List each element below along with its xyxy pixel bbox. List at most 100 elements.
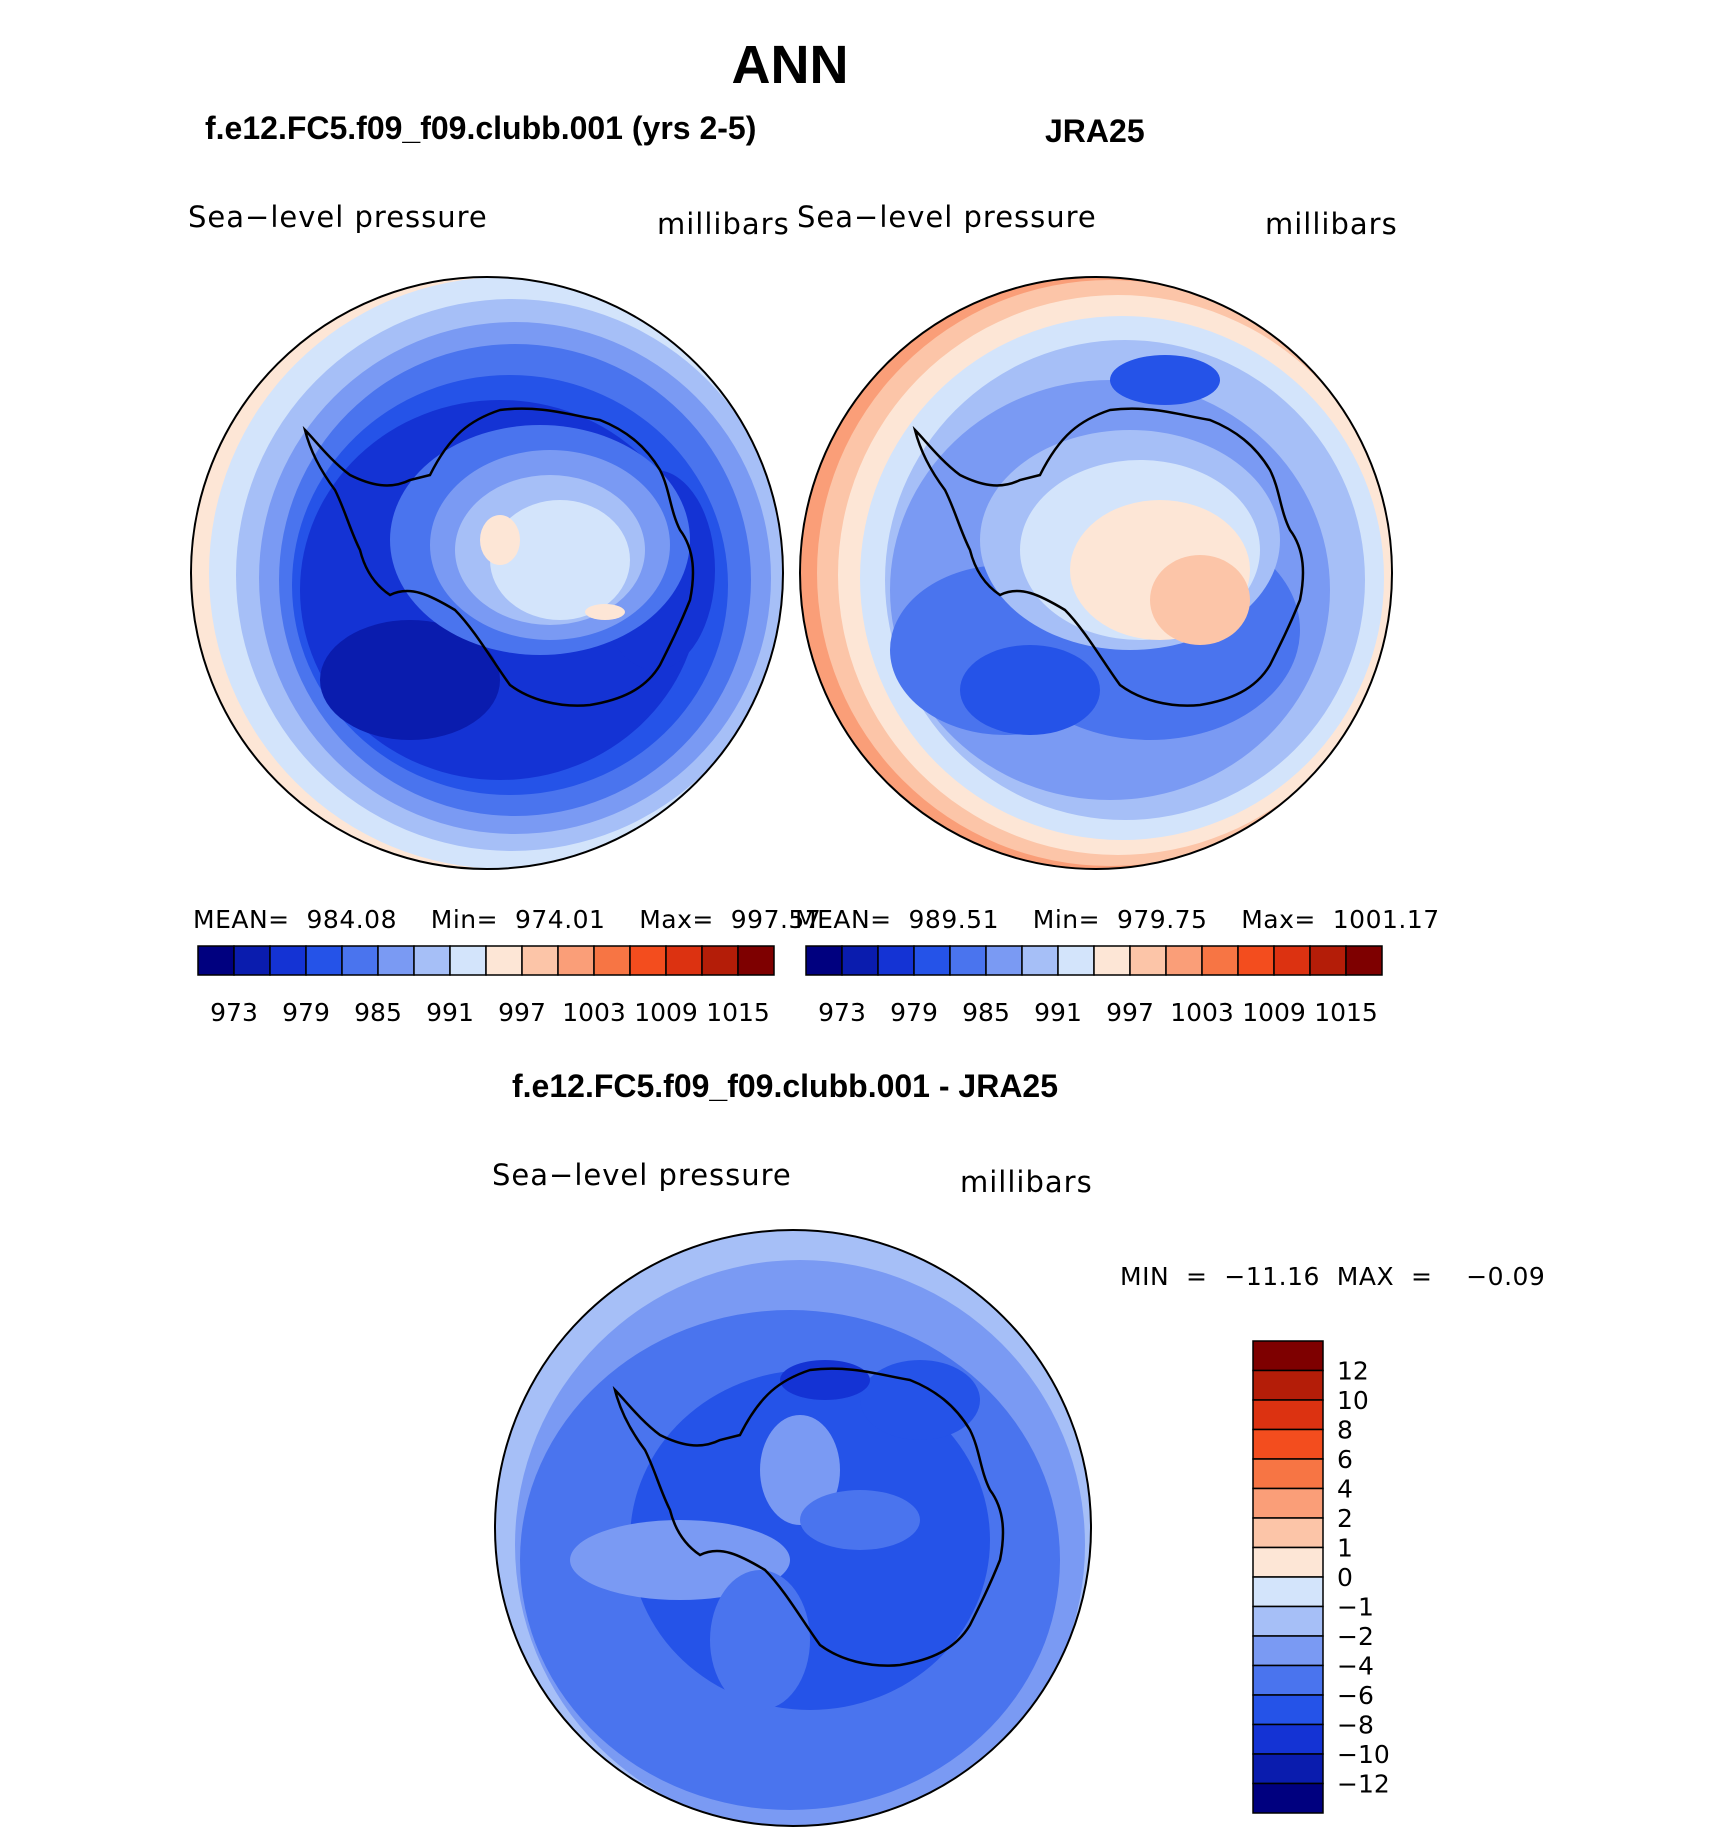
colorbar-diff-swatch [1252, 1635, 1324, 1667]
colorbar-diff-tick-label: −6 [1337, 1681, 1374, 1710]
map-panel-diff-border [494, 1229, 1092, 1827]
colorbar-1-swatch [701, 945, 739, 976]
colorbar-1-tick-label: 1015 [706, 998, 770, 1027]
panel-2-units-label: millibars [1265, 207, 1398, 241]
colorbar-2-swatch [1345, 945, 1383, 976]
colorbar-1-swatch [485, 945, 523, 976]
colorbar-1-swatch [341, 945, 379, 976]
colorbar-diff-swatch [1252, 1369, 1324, 1401]
colorbar-2-swatch [877, 945, 915, 976]
colorbar-diff-swatch [1252, 1517, 1324, 1549]
colorbar-diff-swatch [1252, 1605, 1324, 1637]
colorbar-1-swatch [629, 945, 667, 976]
colorbar-diff-tick-label: 1 [1337, 1534, 1353, 1563]
colorbar-diff-swatch [1252, 1340, 1324, 1372]
map-panel-1-border [190, 276, 784, 870]
map-panel-2 [800, 277, 1392, 869]
diff-panel-stats: MIN = −11.16 MAX = −0.09 [1120, 1262, 1546, 1291]
colorbar-diff-tick-label: 0 [1337, 1563, 1353, 1592]
colorbar-1-tick-label: 991 [426, 998, 474, 1027]
colorbar-2-swatch [913, 945, 951, 976]
colorbar-2-swatch [949, 945, 987, 976]
colorbar-2-swatch [1093, 945, 1131, 976]
colorbar-1-tick-label: 985 [354, 998, 402, 1027]
colorbar-diff-swatch [1252, 1576, 1324, 1608]
colorbar-1-tick-label: 997 [498, 998, 546, 1027]
colorbar-2-tick-label: 1003 [1170, 998, 1234, 1027]
colorbar-1-swatch [593, 945, 631, 976]
colorbar-diff-tick-label: −4 [1337, 1652, 1374, 1681]
colorbar-2-swatch [1201, 945, 1239, 976]
colorbar-2-tick-label: 991 [1034, 998, 1082, 1027]
colorbar-1-swatch [197, 945, 235, 976]
colorbar-diff-swatch [1252, 1723, 1324, 1755]
colorbar-2-tick-label: 985 [962, 998, 1010, 1027]
colorbar-2-swatch [985, 945, 1023, 976]
colorbar-1-swatch [269, 945, 307, 976]
colorbar-diff-swatch [1252, 1753, 1324, 1785]
colorbar-1-swatch [737, 945, 775, 976]
colorbar-diff-tick-label: 10 [1337, 1386, 1369, 1415]
colorbar-2-tick-label: 979 [890, 998, 938, 1027]
colorbar-diff-tick-label: 6 [1337, 1445, 1353, 1474]
colorbar-2-swatch [1129, 945, 1167, 976]
colorbar-1-swatch [449, 945, 487, 976]
colorbar-diff-swatch [1252, 1664, 1324, 1696]
colorbar-1-tick-label: 979 [282, 998, 330, 1027]
colorbar-1-swatch [521, 945, 559, 976]
colorbar-1-swatch [413, 945, 451, 976]
map-panel-2-border [799, 276, 1393, 870]
map-panel-1 [191, 277, 783, 869]
colorbar-diff-swatch [1252, 1782, 1324, 1814]
colorbar-2-swatch [1021, 945, 1059, 976]
colorbar-diff-tick-label: 12 [1337, 1357, 1369, 1386]
colorbar-1-tick-label: 1009 [634, 998, 698, 1027]
colorbar-2-tick-label: 1015 [1314, 998, 1378, 1027]
colorbar-2-swatch [1309, 945, 1347, 976]
colorbar-2-tick-label: 1009 [1242, 998, 1306, 1027]
colorbar-diff-swatch [1252, 1487, 1324, 1519]
colorbar-1-tick-label: 973 [210, 998, 258, 1027]
colorbar-diff-tick-label: −2 [1337, 1622, 1374, 1651]
colorbar-1-swatch [305, 945, 343, 976]
colorbar-1-tick-label: 1003 [562, 998, 626, 1027]
colorbar-diff-tick-label: 2 [1337, 1504, 1353, 1533]
colorbar-diff-swatch [1252, 1399, 1324, 1431]
colorbar-2-swatch [1237, 945, 1275, 976]
panel-1-variable-label: Sea−level pressure [188, 200, 488, 234]
colorbar-1-swatch [665, 945, 703, 976]
colorbar-1-swatch [377, 945, 415, 976]
colorbar-diff-tick-label: −8 [1337, 1711, 1374, 1740]
colorbar-1-swatch [557, 945, 595, 976]
panel-1-title: f.e12.FC5.f09_f09.clubb.001 (yrs 2-5) [205, 110, 757, 146]
diff-panel-title: f.e12.FC5.f09_f09.clubb.001 - JRA25 [512, 1068, 1059, 1104]
diff-panel-variable-label: Sea−level pressure [492, 1158, 792, 1192]
colorbar-2-tick-label: 997 [1106, 998, 1154, 1027]
map-panel-diff [495, 1230, 1091, 1826]
panel-2-stats: MEAN= 989.51 Min= 979.75 Max= 1001.17 [795, 905, 1440, 934]
colorbar-diff-swatch [1252, 1546, 1324, 1578]
colorbar-1-swatch [233, 945, 271, 976]
diff-panel-units-label: millibars [960, 1165, 1093, 1199]
colorbar-2-swatch [1057, 945, 1095, 976]
colorbar-diff-swatch [1252, 1694, 1324, 1726]
colorbar-diff-swatch [1252, 1428, 1324, 1460]
colorbar-2-swatch [841, 945, 879, 976]
colorbar-diff-tick-label: −10 [1337, 1740, 1390, 1769]
figure-title: ANN [731, 35, 849, 95]
panel-1-stats: MEAN= 984.08 Min= 974.01 Max= 997.57 [193, 905, 822, 934]
colorbar-2-swatch [1273, 945, 1311, 976]
panel-1-units-label: millibars [657, 207, 790, 241]
colorbar-diff-tick-label: 8 [1337, 1416, 1353, 1445]
panel-2-variable-label: Sea−level pressure [797, 200, 1097, 234]
colorbar-diff-tick-label: 4 [1337, 1475, 1353, 1504]
colorbar-panel-2: 973 979 985 991 997 1003 1009 1015 [805, 945, 1383, 1027]
colorbar-2-tick-label: 973 [818, 998, 866, 1027]
panel-2-title: JRA25 [1045, 113, 1145, 149]
colorbar-diff-swatch [1252, 1458, 1324, 1490]
colorbar-2-swatch [805, 945, 843, 976]
colorbar-diff-tick-label: −1 [1337, 1593, 1374, 1622]
colorbar-2-swatch [1165, 945, 1203, 976]
